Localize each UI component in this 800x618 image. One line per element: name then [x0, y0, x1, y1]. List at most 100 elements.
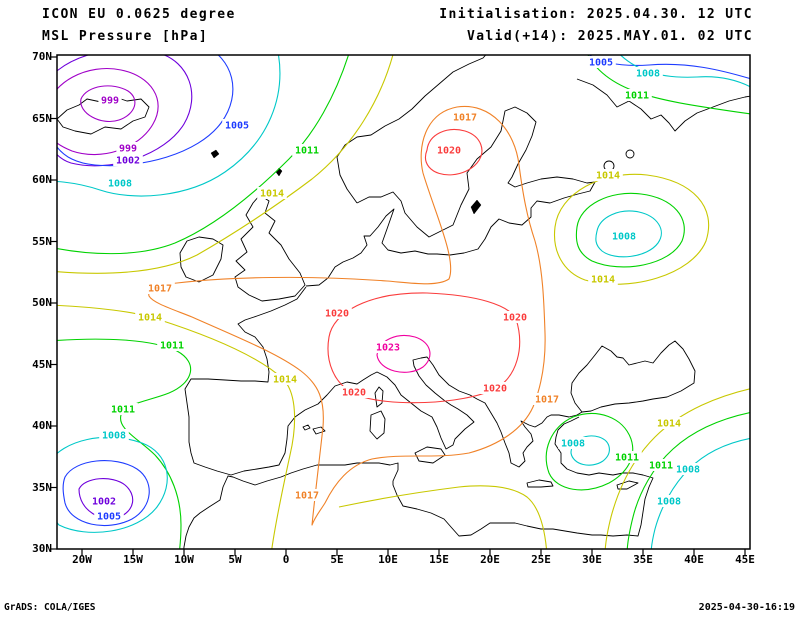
- isobar-label: 1020: [503, 313, 527, 324]
- coast-black-sea: [570, 340, 696, 413]
- isobar-label: 1011: [111, 405, 135, 416]
- isobar-label-bg: [257, 187, 287, 199]
- isobar-label-bg: [322, 307, 352, 319]
- isobar-label-bg: [558, 437, 588, 449]
- lat-tick-label: 65N: [32, 111, 52, 125]
- isobar-label-bg: [94, 510, 124, 522]
- isobar-label-bg: [532, 393, 562, 405]
- isobar-label-bg: [99, 429, 129, 441]
- isobar-label: 1008: [108, 179, 132, 190]
- isobar-label: 1008: [561, 439, 585, 450]
- isobar-label: 1008: [657, 497, 681, 508]
- isobar-label-bg: [373, 341, 403, 353]
- isobar-1011: [545, 413, 634, 491]
- isobar-label-bg: [339, 386, 369, 398]
- isobar-label: 1008: [636, 69, 660, 80]
- grads-credit: GrADS: COLA/IGES: [4, 602, 96, 613]
- isobar-1014: [553, 173, 710, 285]
- lon-tick-label: 0: [282, 553, 290, 566]
- lat-tick-label: 50N: [32, 296, 52, 309]
- isobar-1008: [619, 55, 750, 88]
- isobar-label: 1005: [589, 58, 613, 69]
- isobar-label: 1020: [325, 309, 349, 320]
- isobar-1002: [57, 55, 193, 167]
- lon-tick-label: 20E: [480, 553, 500, 566]
- isobar-label-bg: [609, 230, 639, 242]
- lon-tick-label: 15W: [123, 553, 143, 566]
- lon-tick-label: 10W: [174, 553, 194, 566]
- isobar-label-bg: [450, 111, 480, 123]
- isobar-label-bg: [654, 417, 684, 429]
- lat-tick-label: 55N: [32, 234, 52, 248]
- coast-norway-outer: [336, 55, 487, 204]
- creation-timestamp: 2025-04-30-16:19: [698, 602, 795, 613]
- map-frame: [56, 54, 751, 550]
- isobar-label-bg: [646, 459, 676, 471]
- isobar-label-bg: [500, 311, 530, 323]
- coast-crete: [526, 479, 554, 488]
- isobar-label: 1002: [92, 497, 116, 508]
- isobar-label: 1017: [295, 491, 319, 502]
- coast-great-britain: [234, 194, 306, 302]
- coast-sardinia: [369, 410, 386, 440]
- isobar-1011: [57, 338, 192, 549]
- isobar-1008: [595, 210, 662, 258]
- isobar-1014: [338, 485, 548, 549]
- isobar-label-bg: [434, 144, 464, 156]
- lon-tick-label: 40E: [684, 553, 704, 566]
- isobar-label-bg: [108, 403, 138, 415]
- isobar-label: 1014: [260, 189, 284, 200]
- isobar-label: 1020: [437, 146, 461, 157]
- isobar-label-bg: [222, 119, 252, 131]
- isobar-label-bg: [116, 142, 140, 154]
- coast-gotland: [470, 199, 482, 215]
- lat-tick-label: 45N: [32, 357, 52, 371]
- isobar-label: 1011: [649, 461, 673, 472]
- coast-sicily: [414, 446, 446, 464]
- isobar-label: 1005: [225, 121, 249, 132]
- coastlines: [57, 55, 750, 549]
- isobar-label: 1014: [138, 313, 162, 324]
- isobar-label-bg: [105, 177, 135, 189]
- isobar-label-bg: [270, 373, 300, 385]
- coast-corsica: [374, 386, 384, 408]
- isobar-label-bg: [292, 144, 322, 156]
- isobar-label: 1017: [148, 284, 172, 295]
- isobar-label: 1011: [160, 341, 184, 352]
- isobar-1011: [575, 192, 685, 268]
- isobar-labels: 9999991002100510081011101410051008101110…: [89, 56, 703, 523]
- isobar-label: 1014: [657, 419, 681, 430]
- isobar-label: 1014: [596, 171, 620, 182]
- coast-barents: [576, 78, 750, 132]
- coast-baltic: [305, 106, 596, 287]
- coast-ireland: [179, 236, 224, 283]
- coast-faroes: [210, 149, 220, 159]
- isobar-1005: [57, 55, 234, 167]
- isobar-label-bg: [157, 339, 187, 351]
- isobar-999: [80, 85, 136, 122]
- isobar-label-bg: [98, 94, 122, 106]
- isobar-label: 1011: [615, 453, 639, 464]
- lon-tick-label: 10E: [378, 553, 398, 566]
- coast-iceland: [57, 96, 150, 135]
- lon-tick-label: 45E: [735, 553, 755, 566]
- lon-tick-label: 25E: [531, 553, 551, 566]
- lon-tick-label: 5W: [228, 553, 242, 566]
- coast-west-europe: [184, 286, 583, 476]
- isobar-label: 1008: [676, 465, 700, 476]
- init-time-label: Initialisation: 2025.04.30. 12 UTC: [439, 7, 753, 22]
- isobar-1008: [57, 55, 281, 197]
- isobar-label: 1020: [342, 388, 366, 399]
- isobar-1008: [650, 437, 750, 549]
- lat-tick-label: 60N: [32, 173, 52, 186]
- lon-tick-label: 30E: [582, 553, 602, 566]
- isobar-label-bg: [612, 451, 642, 463]
- isobar-label-bg: [113, 154, 143, 166]
- model-title: ICON EU 0.0625 degree: [42, 7, 236, 22]
- lat-tick-label: 40N: [32, 419, 52, 432]
- coast-turkey-africa: [183, 416, 654, 549]
- isobar-label: 1008: [102, 431, 126, 442]
- isobar-1023: [376, 335, 431, 373]
